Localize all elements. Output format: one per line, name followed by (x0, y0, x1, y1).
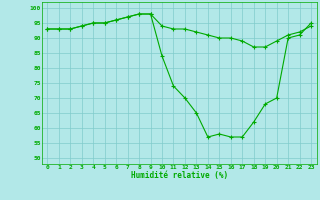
X-axis label: Humidité relative (%): Humidité relative (%) (131, 171, 228, 180)
